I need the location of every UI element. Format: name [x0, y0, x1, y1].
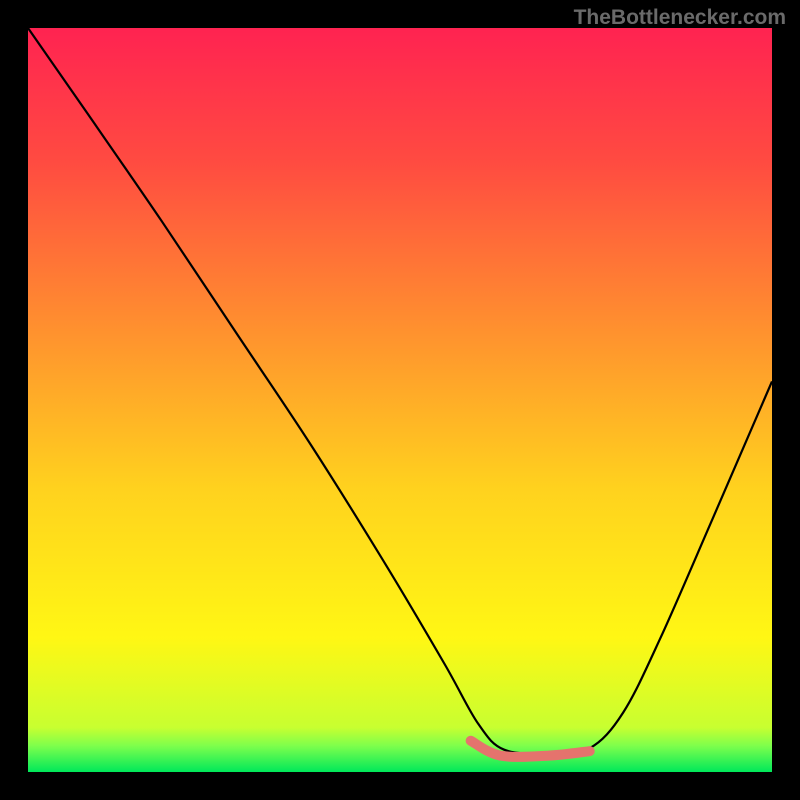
watermark-label: TheBottlenecker.com: [574, 6, 786, 30]
chart-container: [0, 0, 800, 800]
plot-background: [28, 28, 772, 772]
bottleneck-chart: [0, 0, 800, 800]
